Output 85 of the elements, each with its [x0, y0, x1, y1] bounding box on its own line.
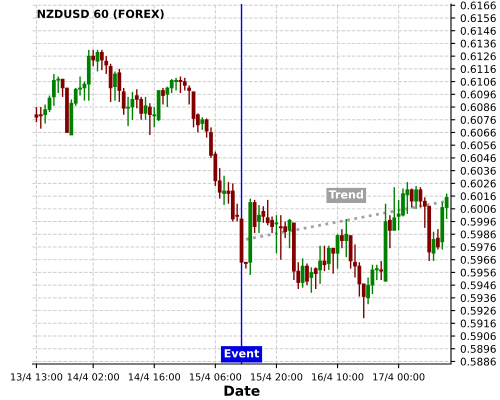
- candlestick: [379, 260, 384, 281]
- y-tick-label: 0.6026: [460, 180, 496, 188]
- x-axis-title: Date: [224, 386, 260, 396]
- y-tick-label: 0.5966: [460, 256, 496, 264]
- candlestick: [314, 266, 318, 290]
- candlestick: [257, 204, 261, 234]
- candlestick: [305, 262, 309, 286]
- candlestick: [283, 220, 288, 239]
- x-tick-label: 17/4 00:00: [373, 373, 424, 382]
- candlestick: [56, 76, 60, 94]
- y-tick-label: 0.5976: [460, 243, 496, 252]
- candlestick: [436, 228, 440, 250]
- candlestick: [388, 214, 392, 249]
- candlestick: [222, 175, 226, 206]
- candlestick: [38, 106, 43, 130]
- candlestick: [96, 49, 100, 72]
- candlestick: [122, 87, 126, 116]
- y-tick-label: 0.6046: [460, 154, 496, 162]
- series-label: Trend: [328, 190, 363, 199]
- candlestick: [161, 87, 165, 106]
- y-tick-label: 0.5916: [460, 320, 496, 328]
- y-tick-label: 0.6156: [460, 14, 496, 22]
- candlestick: [432, 231, 436, 262]
- x-tick-label: 14/4 16:00: [128, 373, 180, 382]
- y-tick-label: 0.6056: [460, 141, 496, 150]
- y-tick-label: 0.5906: [460, 332, 496, 340]
- x-tick-label: 15/4 20:00: [251, 373, 302, 382]
- y-tick-label: 0.6166: [460, 2, 496, 10]
- candlestick: [200, 116, 204, 131]
- candlestick: [178, 76, 182, 94]
- candlestick: [113, 70, 117, 102]
- candlestick: [309, 266, 314, 294]
- candlestick: [318, 245, 322, 285]
- candlestick: [134, 88, 139, 110]
- x-tick-label: 13/4 13:00: [11, 373, 62, 382]
- candlestick: [148, 102, 152, 136]
- x-tick-label: 14/4 02:00: [68, 373, 119, 382]
- candlestick: [170, 78, 174, 94]
- candlestick: [410, 188, 414, 208]
- y-tick-label: 0.6116: [460, 65, 496, 73]
- y-tick-label: 0.6066: [460, 128, 496, 137]
- y-tick-label: 0.6016: [460, 192, 496, 200]
- y-tick-label: 0.6126: [460, 52, 496, 60]
- candlestick: [405, 181, 410, 215]
- candlestick: [357, 262, 362, 298]
- candlestick: [340, 228, 344, 249]
- candlestick: [261, 206, 266, 224]
- candlestick: [117, 68, 122, 103]
- x-tick-label: 15/4 06:00: [190, 373, 242, 382]
- y-tick-label: 0.5926: [460, 306, 496, 315]
- y-tick-label: 0.5996: [460, 218, 496, 226]
- y-tick-label: 0.6006: [460, 205, 496, 213]
- y-tick-label: 0.6076: [460, 116, 496, 124]
- candlestick: [326, 245, 331, 271]
- candlestick: [414, 185, 418, 210]
- y-tick-label: 0.6036: [460, 166, 496, 175]
- candlestick: [331, 248, 336, 274]
- candlestick: [322, 245, 326, 272]
- candlestick: [336, 234, 340, 270]
- y-tick-label: 0.6086: [460, 103, 496, 112]
- candlestick: [300, 258, 305, 288]
- candlestick: [91, 49, 96, 68]
- y-tick-label: 0.5986: [460, 230, 496, 238]
- candlestick: [392, 186, 396, 232]
- chart-title: NZDUSD 60 (FOREX): [38, 9, 164, 20]
- y-tick-label: 0.5946: [460, 281, 496, 290]
- ref-line-label: Event: [224, 349, 260, 358]
- candlestick: [288, 218, 292, 249]
- candlestick: [100, 49, 104, 71]
- y-tick-label: 0.5936: [460, 294, 496, 302]
- candlestick: [139, 96, 144, 120]
- y-tick-label: 0.5956: [460, 268, 496, 277]
- y-tick-label: 0.6146: [460, 26, 496, 35]
- y-tick-label: 0.6106: [460, 78, 496, 86]
- candlestick: [174, 77, 178, 92]
- candlestick: [182, 77, 187, 92]
- y-tick-label: 0.6096: [460, 90, 496, 98]
- y-tick-label: 0.5886: [460, 358, 496, 366]
- y-tick-label: 0.6136: [460, 40, 496, 48]
- candlestick: [274, 214, 278, 254]
- candlestick: [266, 199, 270, 226]
- candlestick: [144, 96, 148, 120]
- candlestick: [344, 218, 348, 258]
- y-tick-label: 0.5896: [460, 344, 496, 353]
- x-tick-label: 16/4 10:00: [312, 373, 364, 382]
